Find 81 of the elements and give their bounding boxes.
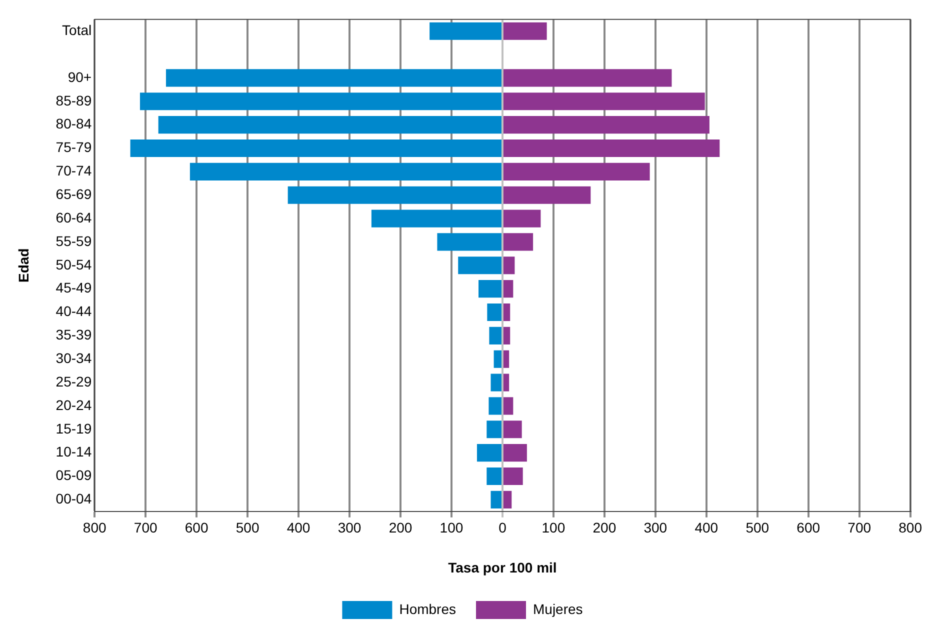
bar [503, 69, 672, 87]
x-tick-label: 300 [644, 520, 668, 536]
x-tick-label: 100 [440, 520, 464, 536]
y-tick-label: 05-09 [56, 467, 92, 484]
bar [503, 116, 710, 134]
bar [458, 256, 502, 274]
bar [503, 350, 510, 368]
x-tick-label: 600 [184, 520, 208, 536]
x-tick-label: 300 [338, 520, 362, 536]
x-tick-label: 0 [498, 520, 507, 536]
bar [437, 233, 502, 251]
bar [490, 490, 502, 508]
bar [140, 92, 502, 110]
y-tick-label: 85-89 [56, 92, 92, 108]
bar [503, 186, 591, 204]
bar [430, 22, 502, 40]
x-tick-label: 600 [796, 520, 820, 536]
bar [503, 92, 705, 110]
y-tick-label: 60-64 [56, 209, 92, 226]
y-tick-label: 50-54 [56, 256, 92, 272]
y-tick-label: Total [62, 22, 92, 38]
bar [288, 186, 502, 204]
x-tick-label: 700 [848, 520, 872, 536]
bar [371, 210, 502, 228]
y-tick-label: 35-39 [56, 326, 92, 343]
x-tick-label: 200 [592, 520, 616, 536]
legend-label: Mujeres [533, 600, 583, 617]
bar [503, 397, 514, 415]
y-tick-label: 90+ [68, 68, 92, 85]
y-tick-label: 55-59 [56, 232, 92, 249]
y-tick-label: 30-34 [56, 350, 92, 366]
bar [503, 374, 510, 392]
bar [130, 139, 502, 158]
bar [503, 256, 515, 274]
x-tick-label: 700 [134, 520, 158, 536]
bar [487, 303, 502, 322]
bar [503, 326, 510, 344]
bar [486, 420, 502, 438]
bar [503, 490, 512, 508]
y-tick-label: 80-84 [56, 116, 92, 132]
bar [503, 420, 522, 438]
bar [489, 326, 502, 344]
bar [158, 116, 502, 134]
x-tick-label: 400 [286, 520, 310, 536]
bar [478, 280, 502, 298]
bar [166, 69, 502, 87]
bar [190, 162, 502, 180]
x-tick-label: 200 [388, 520, 412, 536]
bar [503, 139, 720, 158]
x-tick-label: 100 [542, 520, 566, 536]
bar [503, 22, 547, 40]
bar [494, 350, 502, 368]
y-tick-label: 10-14 [56, 444, 92, 460]
legend-label: Hombres [399, 600, 456, 617]
bar [503, 444, 527, 462]
y-tick-label: 00-04 [56, 490, 92, 507]
bar [503, 233, 534, 251]
x-tick-label: 500 [236, 520, 260, 536]
bar [476, 444, 502, 462]
y-tick-label: 40-44 [56, 303, 92, 320]
y-tick-label: 70-74 [56, 162, 92, 179]
y-tick-label: 45-49 [56, 280, 92, 296]
bar [490, 374, 502, 392]
y-tick-label: 75-79 [56, 139, 92, 156]
bar [503, 280, 514, 298]
x-tick-label: 400 [694, 520, 718, 536]
bar [503, 303, 510, 322]
bar [503, 467, 523, 486]
y-tick-label: 25-29 [56, 373, 92, 390]
x-tick-label: 800 [82, 520, 106, 536]
x-tick-label: 800 [898, 520, 922, 536]
x-tick-label: 500 [746, 520, 770, 536]
bar [488, 397, 502, 415]
bar [486, 467, 502, 486]
x-axis-title: Tasa por 100 mil [448, 559, 557, 576]
y-axis-title: Edad [15, 248, 32, 283]
y-tick-label: 65-69 [56, 186, 92, 202]
bar [503, 210, 541, 228]
bar [503, 162, 650, 180]
y-tick-label: 15-19 [56, 420, 92, 436]
y-tick-label: 20-24 [56, 396, 92, 413]
